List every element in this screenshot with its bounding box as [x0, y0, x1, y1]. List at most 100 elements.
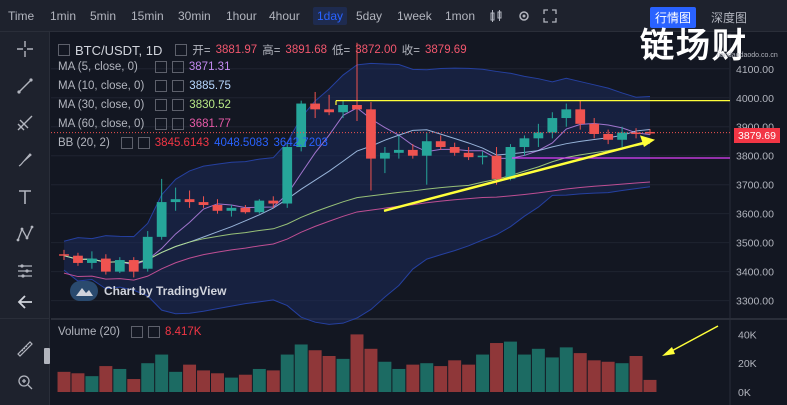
candle-body — [533, 132, 544, 139]
ma5-eye-box[interactable] — [154, 61, 167, 73]
volume-bar — [559, 347, 573, 392]
back-arrow-icon[interactable] — [13, 290, 37, 314]
ma10-close-box[interactable] — [172, 80, 185, 92]
volume-bar — [169, 371, 183, 392]
tf-4hour[interactable]: 4hour — [269, 9, 300, 23]
volume-bar — [183, 364, 197, 392]
bb-label: BB (20, 2) — [58, 137, 110, 149]
candle-body — [156, 202, 167, 237]
bb-value-2: 4048.5083 — [214, 137, 269, 149]
volume-bar — [420, 363, 434, 392]
volume-bar — [280, 354, 294, 392]
candle-body — [477, 155, 488, 158]
volume-bar — [322, 356, 336, 392]
volume-bar — [127, 379, 141, 392]
volume-tick-label: 0K — [738, 387, 751, 399]
low-label: 低= — [332, 45, 351, 57]
tf-1week[interactable]: 1week — [397, 9, 432, 23]
legend-ma30: MA (30, close, 0) 3830.52 — [58, 99, 231, 111]
y-tick-label: 3800.00 — [736, 151, 774, 163]
candle-body — [170, 199, 181, 203]
tf-1mon[interactable]: 1mon — [445, 9, 476, 23]
volume-close-box[interactable] — [148, 326, 161, 338]
crosshair-icon[interactable] — [13, 37, 37, 61]
candle-body — [254, 200, 265, 213]
volume-bar — [573, 353, 587, 392]
volume-bar — [476, 354, 490, 392]
candle-body — [310, 103, 321, 110]
tf-5day[interactable]: 5day — [356, 9, 383, 23]
settings-gear-icon[interactable] — [516, 8, 532, 24]
pattern-tool-icon[interactable] — [13, 222, 37, 246]
volume-bar — [643, 379, 657, 392]
bb-eye-box[interactable] — [120, 137, 133, 149]
fib-tool-icon[interactable] — [13, 111, 37, 135]
tf-1min[interactable]: 1min — [50, 9, 77, 23]
volume-bar — [71, 373, 85, 392]
text-tool-icon[interactable] — [13, 185, 37, 209]
tf-15min[interactable]: 15min — [131, 9, 164, 23]
volume-eye-box[interactable] — [131, 326, 144, 338]
chart-type-icon[interactable] — [488, 8, 504, 24]
toolbar-divider — [0, 318, 50, 319]
ruler-icon[interactable] — [13, 337, 37, 361]
ma60-close-box[interactable] — [172, 118, 185, 130]
ma5-value: 3871.31 — [188, 61, 231, 73]
volume-bar — [448, 360, 462, 392]
high-value: 3891.68 — [285, 44, 327, 56]
volume-bar — [545, 357, 559, 392]
candle-body — [449, 147, 460, 153]
candle-body — [114, 260, 125, 272]
volume-bar — [252, 368, 266, 392]
ma10-eye-box[interactable] — [155, 80, 168, 92]
volume-arrowhead — [662, 347, 675, 356]
tf-1hour[interactable]: 1hour — [226, 9, 257, 23]
bb-close-box[interactable] — [137, 137, 150, 149]
candle-body — [142, 236, 153, 269]
high-label: 高= — [262, 45, 281, 57]
brush-icon[interactable] — [13, 148, 37, 172]
candle-body — [380, 152, 390, 159]
ma60-label: MA (60, close, 0) — [58, 118, 145, 130]
open-label: 开= — [192, 45, 211, 57]
y-tick-label: 4100.00 — [736, 64, 774, 76]
ma60-eye-box[interactable] — [155, 118, 168, 130]
tab-market-chart[interactable]: 行情图 — [650, 7, 697, 28]
ma30-close-box[interactable] — [172, 99, 185, 111]
candle-body — [282, 147, 293, 204]
tradingview-credit[interactable]: Chart by TradingView — [70, 281, 226, 301]
volume-tick-label: 40K — [738, 329, 757, 341]
volume-label: Volume (20) — [58, 326, 121, 338]
trend-line-icon[interactable] — [13, 74, 37, 98]
volume-bar — [294, 344, 308, 392]
volume-bar — [113, 368, 127, 392]
volume-bar — [517, 354, 531, 392]
candle-body — [575, 109, 586, 124]
uptrend-arrowhead — [640, 135, 655, 148]
zoom-in-icon[interactable] — [13, 370, 37, 394]
ma5-close-box[interactable] — [171, 61, 184, 73]
tab-depth-chart[interactable]: 深度图 — [711, 11, 748, 25]
candle-body — [296, 103, 307, 148]
legend-main: BTC/USDT, 1D 开= 3881.97 高= 3891.68 低= 3872.… — [58, 42, 467, 58]
volume-bar — [57, 371, 71, 392]
legend-settings-box[interactable] — [175, 44, 188, 56]
legend-toggle-box[interactable] — [58, 44, 70, 56]
last-price-tag: 3879.69 — [734, 128, 780, 143]
open-value: 3881.97 — [215, 44, 258, 56]
volume-bar — [99, 366, 113, 392]
candle-body — [240, 207, 251, 213]
symbol-label: BTC/USDT, 1D — [75, 42, 163, 58]
volume-bar — [266, 370, 280, 392]
tf-1day[interactable]: 1day — [313, 7, 348, 25]
ma10-value: 3885.75 — [189, 80, 231, 92]
tf-time[interactable]: Time — [8, 9, 35, 23]
candle-body — [519, 138, 530, 148]
tradingview-cloud-icon — [70, 281, 98, 301]
tf-30min[interactable]: 30min — [178, 9, 211, 23]
tf-5min[interactable]: 5min — [90, 9, 117, 23]
ma30-eye-box[interactable] — [155, 99, 168, 111]
fullscreen-icon[interactable] — [542, 8, 558, 24]
prediction-tool-icon[interactable] — [13, 259, 37, 283]
